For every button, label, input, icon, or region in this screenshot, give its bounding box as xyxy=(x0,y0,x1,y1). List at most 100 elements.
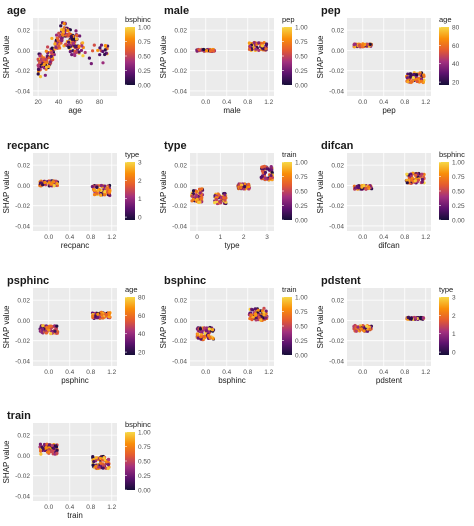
colorbar xyxy=(282,297,292,355)
data-point xyxy=(67,45,71,50)
legend-tick-label: 0.75 xyxy=(138,39,151,46)
legend-title: pep xyxy=(282,15,295,24)
data-point xyxy=(106,466,110,471)
data-point xyxy=(53,42,57,46)
data-point xyxy=(55,324,59,328)
data-point xyxy=(418,72,422,76)
x-tick-label: 0.8 xyxy=(243,369,252,376)
data-point xyxy=(214,197,219,202)
data-point xyxy=(78,34,82,38)
data-point xyxy=(68,49,72,54)
data-point xyxy=(103,193,107,197)
subplot-title: psphinc xyxy=(7,275,49,287)
data-point xyxy=(103,184,107,188)
data-point xyxy=(210,328,215,332)
legend-tick-label: 0.00 xyxy=(295,353,308,360)
x-tick-label: 1.2 xyxy=(264,369,273,376)
data-point xyxy=(264,316,268,320)
data-point xyxy=(44,446,48,450)
data-point xyxy=(356,325,360,329)
points-layer xyxy=(352,315,426,333)
data-point xyxy=(70,53,74,57)
legend-title: type xyxy=(125,150,139,159)
data-point xyxy=(422,74,426,79)
data-point xyxy=(53,329,57,333)
data-point xyxy=(73,45,78,49)
data-point xyxy=(207,333,211,338)
y-tick-label: -0.04 xyxy=(15,493,30,500)
x-tick-label: 0.4 xyxy=(65,369,74,376)
subplot-type: type 0.02 0.00 -0.02 -0.04 0 1 2 3 type SHAP value… xyxy=(159,140,308,250)
data-point xyxy=(93,314,97,318)
legend-title: type xyxy=(439,285,453,294)
legend-tick-label: 0.25 xyxy=(295,203,308,210)
x-axis-label: recpanc xyxy=(61,241,89,250)
x-tick-label: 1.2 xyxy=(107,234,116,241)
x-tick-label: 0.4 xyxy=(65,504,74,511)
data-point xyxy=(414,173,418,177)
data-point xyxy=(36,67,41,72)
legend-tick-label: 0.50 xyxy=(452,189,465,196)
colorbar xyxy=(125,27,135,85)
x-axis-label: type xyxy=(224,241,240,250)
legend-tick-label: 0.25 xyxy=(295,68,308,75)
data-point xyxy=(357,43,361,48)
data-point xyxy=(190,199,194,203)
data-point xyxy=(89,62,93,66)
data-point xyxy=(365,324,369,328)
data-point xyxy=(257,41,261,45)
x-tick-label: 0.4 xyxy=(222,369,231,376)
data-point xyxy=(67,32,71,36)
data-point xyxy=(45,45,50,49)
subplot-train: train 0.02 0.00 -0.02 -0.04 0.0 0.4 0.8 1.2 train… xyxy=(2,410,151,520)
data-point xyxy=(411,76,416,80)
data-point xyxy=(420,180,424,184)
data-point xyxy=(247,47,252,51)
x-axis-label: psphinc xyxy=(61,376,89,385)
data-point xyxy=(205,326,209,330)
colorbar xyxy=(125,432,135,490)
y-tick-label: 0.02 xyxy=(174,163,187,170)
data-point xyxy=(213,201,217,205)
data-point xyxy=(268,176,272,181)
data-point xyxy=(103,52,107,57)
data-point xyxy=(90,184,94,189)
data-point xyxy=(49,331,53,336)
plot-panel xyxy=(33,423,117,501)
data-point xyxy=(247,41,251,45)
data-point xyxy=(198,329,202,334)
subplot-pep: pep 0.02 0.00 -0.02 -0.04 0.0 0.4 0.8 1.2 pep SHAP… xyxy=(316,5,460,115)
points-layer xyxy=(352,42,426,85)
legend-tick-label: 0 xyxy=(452,350,456,357)
data-point xyxy=(263,170,268,175)
points-layer xyxy=(38,442,111,471)
data-point xyxy=(49,54,53,58)
data-point xyxy=(69,34,73,39)
data-point xyxy=(80,41,85,45)
legend-tick-label: 3 xyxy=(138,160,142,167)
data-point xyxy=(405,181,409,185)
y-axis-label: SHAP value xyxy=(316,35,325,79)
y-axis-label: SHAP value xyxy=(159,170,168,214)
y-tick-label: -0.04 xyxy=(329,358,344,365)
x-tick-label: 0.0 xyxy=(358,99,367,106)
data-point xyxy=(102,456,106,460)
data-point xyxy=(99,183,104,188)
data-point xyxy=(254,313,258,317)
data-point xyxy=(62,22,66,26)
data-point xyxy=(90,49,95,53)
data-point xyxy=(101,316,105,320)
data-point xyxy=(248,44,252,48)
data-point xyxy=(194,189,199,194)
data-point xyxy=(253,307,257,311)
x-tick-label: 0.0 xyxy=(201,99,210,106)
data-point xyxy=(409,80,413,84)
legend-tick-label: 1.00 xyxy=(295,160,308,167)
data-point xyxy=(44,49,48,53)
data-point xyxy=(204,49,208,53)
data-point xyxy=(44,331,48,335)
data-point xyxy=(252,41,256,45)
subplot-title: train xyxy=(7,410,31,422)
legend-tick-label: 0.00 xyxy=(452,218,465,225)
